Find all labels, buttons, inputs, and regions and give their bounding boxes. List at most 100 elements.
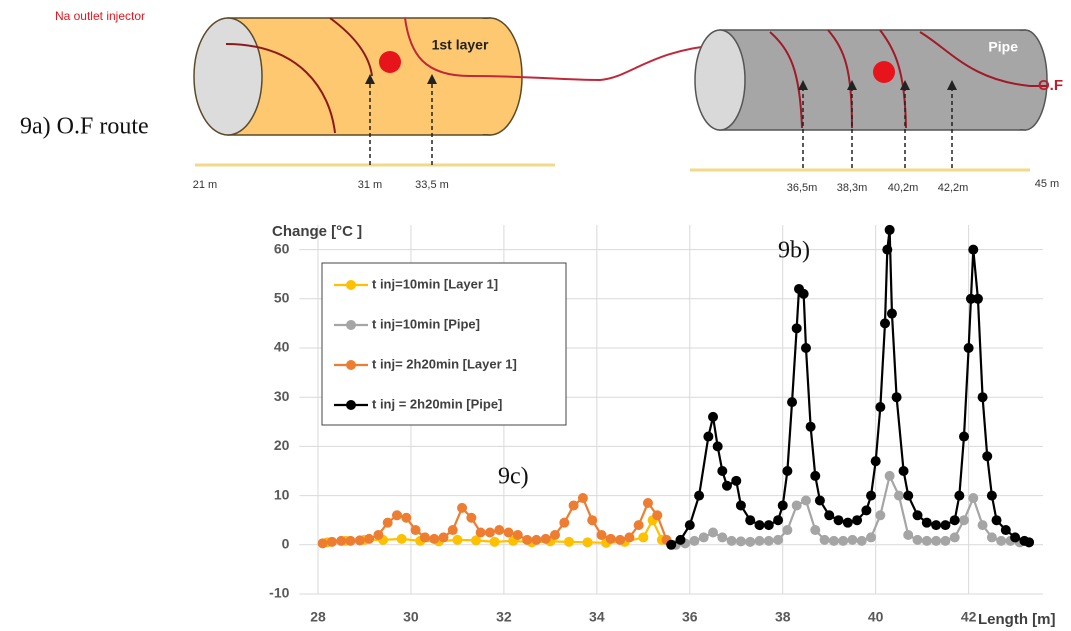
data-point <box>326 536 337 547</box>
data-point <box>475 527 486 538</box>
data-point <box>977 520 988 531</box>
data-point <box>884 470 895 481</box>
data-point <box>940 520 951 531</box>
data-point <box>689 535 700 546</box>
chart: -10 0 10 20 30 40 50 60 28 30 32 34 36 38 40 42 Change [… <box>269 223 1055 628</box>
data-point <box>717 466 728 476</box>
x-tick-label: 40 <box>868 609 884 625</box>
x-tick-label: 28 <box>310 609 326 625</box>
data-point <box>735 536 746 547</box>
data-point <box>373 529 384 540</box>
data-point <box>391 510 402 521</box>
data-point <box>810 525 821 536</box>
data-point <box>745 515 756 526</box>
rulers <box>195 163 1030 172</box>
y-tick-label: 0 <box>282 536 290 552</box>
data-point <box>396 533 407 544</box>
data-point <box>721 480 732 491</box>
data-point <box>986 532 997 543</box>
legend-marker <box>346 320 356 330</box>
data-point <box>996 535 1007 546</box>
data-point <box>540 533 551 544</box>
data-point <box>317 538 328 549</box>
data-point <box>931 535 942 546</box>
data-point <box>596 529 607 540</box>
data-point <box>921 535 932 546</box>
data-point <box>949 532 960 543</box>
data-point <box>559 517 570 528</box>
data-point <box>782 466 793 476</box>
data-point <box>382 517 393 528</box>
data-point <box>800 343 811 353</box>
data-point <box>512 529 523 540</box>
data-point <box>965 293 976 304</box>
data-point <box>886 308 897 319</box>
data-point <box>1024 537 1035 548</box>
data-point <box>810 470 821 481</box>
data-point <box>884 224 895 235</box>
data-point <box>842 517 853 528</box>
data-point <box>452 534 463 545</box>
data-point <box>940 535 951 546</box>
data-point <box>563 536 574 547</box>
x-tick-label: 38 <box>775 609 791 625</box>
data-point <box>336 535 347 546</box>
ruler-label: 31 m <box>358 179 382 191</box>
data-point <box>345 535 356 546</box>
data-point <box>833 515 844 526</box>
y-tick-label: 50 <box>274 290 290 306</box>
ruler-label: 21 m <box>193 179 217 191</box>
data-point <box>642 497 653 508</box>
data-point <box>856 535 867 546</box>
data-point <box>903 490 914 501</box>
data-point <box>354 535 365 546</box>
data-point <box>814 495 825 506</box>
data-point <box>410 525 421 536</box>
annotation: 9b) <box>778 238 810 264</box>
legend-marker <box>346 400 356 410</box>
data-point <box>791 323 802 334</box>
legend-label: t inj= 2h20min [Layer 1] <box>372 356 517 371</box>
data-point <box>921 517 932 528</box>
data-point <box>819 534 830 545</box>
data-point <box>838 535 849 546</box>
data-point <box>489 536 500 547</box>
x-tick-label: 42 <box>961 609 977 625</box>
data-point <box>605 533 616 544</box>
data-point <box>954 490 965 501</box>
data-point <box>624 532 635 543</box>
data-point <box>731 475 742 486</box>
x-axis-label: Length [m] <box>978 611 1055 628</box>
data-point <box>968 244 979 255</box>
data-point <box>615 534 626 545</box>
y-tick-label: 60 <box>274 240 290 256</box>
data-point <box>870 456 881 467</box>
data-point <box>694 490 705 501</box>
data-point <box>773 534 784 545</box>
data-point <box>494 525 505 536</box>
data-point <box>875 402 886 413</box>
x-tick-label: 30 <box>403 609 419 625</box>
y-tick-label: 10 <box>274 486 290 502</box>
ruler-label: 33,5 m <box>415 179 449 191</box>
data-point <box>652 510 663 521</box>
data-point <box>708 411 719 422</box>
arrows <box>369 80 953 168</box>
data-point <box>503 527 514 538</box>
data-point <box>963 343 974 353</box>
annotation: 9c) <box>498 464 529 490</box>
data-point <box>898 466 909 476</box>
of-label: O.F <box>1038 77 1063 94</box>
data-point <box>991 515 1002 526</box>
data-point <box>847 534 858 545</box>
legend-marker <box>346 360 356 370</box>
data-point <box>364 533 375 544</box>
data-point <box>787 397 798 408</box>
y-tick-label: 20 <box>274 437 290 453</box>
data-point <box>531 534 542 545</box>
layer-cylinder <box>193 17 721 136</box>
x-tick-label: 36 <box>682 609 698 625</box>
data-point <box>703 431 714 442</box>
